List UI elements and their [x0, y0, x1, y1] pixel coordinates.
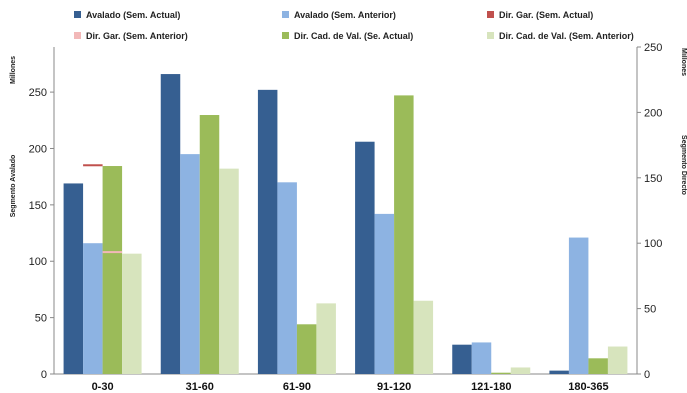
right-tick-label: 0 [644, 369, 650, 381]
bar-avalado-sem-actual-91-120 [355, 141, 375, 374]
bar-avalado-sem-anterior-91-120 [374, 213, 395, 374]
bar-avalado-sem-anterior-180-365 [568, 237, 589, 374]
category-label: 121-180 [471, 381, 511, 393]
left-tick-label: 50 [35, 313, 47, 325]
bar-avalado-sem-actual-121-180 [452, 344, 472, 374]
category-label: 180-365 [568, 381, 608, 393]
legend-swatch [487, 11, 494, 18]
legend-label: Avalado (Sem. Actual) [86, 10, 180, 20]
left-tick-label: 0 [41, 369, 47, 381]
right-axis-title: Segmento Directo [680, 135, 687, 195]
bar-dir-cad-de-val-sem-anterior-61-90 [316, 303, 336, 374]
bar-avalado-sem-actual-31-60 [160, 74, 181, 374]
bar-avalado-sem-actual-180-365 [549, 370, 569, 374]
right-tick-label: 150 [644, 173, 662, 185]
legend-label: Dir. Gar. (Sem. Actual) [499, 10, 593, 20]
category-label: 31-60 [186, 381, 214, 393]
left-tick-label: 250 [29, 87, 47, 99]
left-y-ticks: 0 50 100 150 200 250 [29, 87, 54, 381]
category-label: 91-120 [377, 381, 411, 393]
bar-dir-cad-de-val-sem-anterior-31-60 [219, 168, 239, 374]
bar-dir-cad-de-val-sem-anterior-91-120 [413, 300, 434, 374]
bars [63, 74, 628, 375]
right-tick-label: 200 [644, 107, 662, 119]
category-label: 61-90 [283, 381, 311, 393]
bar-dir-gar-sem-anterior-0-30 [102, 251, 123, 254]
bar-dir-cad-de-val-se-actual-91-120 [394, 95, 414, 375]
right-tick-label: 50 [644, 304, 656, 316]
bar-dir-cad-de-val-se-actual-180-365 [588, 358, 608, 374]
left-axis-unit: Millones [10, 56, 17, 84]
category-labels: 0-30 31-60 61-90 91-120 121-180 180-365 [92, 381, 609, 393]
left-tick-label: 150 [29, 200, 47, 212]
category-label: 0-30 [92, 381, 114, 393]
bar-dir-gar-sem-actual-0-30 [83, 164, 103, 167]
bar-dir-cad-de-val-sem-anterior-180-365 [607, 346, 628, 374]
bar-avalado-sem-anterior-121-180 [471, 342, 492, 374]
legend-label: Dir. Gar. (Sem. Anterior) [86, 31, 188, 41]
bar-dir-cad-de-val-se-actual-0-30 [102, 166, 123, 374]
bar-dir-cad-de-val-se-actual-61-90 [296, 324, 317, 374]
bar-dir-cad-de-val-sem-anterior-121-180 [510, 367, 531, 374]
legend-label: Avalado (Sem. Anterior) [294, 10, 396, 20]
bar-avalado-sem-anterior-61-90 [277, 182, 297, 374]
legend-swatch [74, 11, 81, 18]
legend-swatch [74, 32, 81, 39]
legend-swatch [487, 32, 494, 39]
bar-dir-cad-de-val-se-actual-31-60 [199, 115, 220, 375]
right-tick-label: 250 [644, 42, 662, 54]
bar-dir-cad-de-val-se-actual-121-180 [491, 372, 511, 374]
left-tick-label: 100 [29, 256, 47, 268]
left-tick-label: 200 [29, 143, 47, 155]
left-axis-title: Segmento Avalado [10, 155, 17, 218]
legend-swatch [282, 32, 289, 39]
right-y-ticks: 0 50 100 150 200 250 [637, 42, 662, 381]
bar-avalado-sem-actual-61-90 [257, 89, 278, 375]
legend-swatch [282, 11, 289, 18]
bar-avalado-sem-anterior-31-60 [180, 154, 200, 374]
right-tick-label: 100 [644, 238, 662, 250]
right-axis-unit: Millones [680, 48, 687, 76]
legend: Avalado (Sem. Actual) Avalado (Sem. Anter… [74, 10, 634, 41]
bar-avalado-sem-anterior-0-30 [83, 243, 103, 374]
bar-dir-cad-de-val-sem-anterior-0-30 [122, 253, 142, 374]
legend-label: Dir. Cad. de Val. (Sem. Anterior) [499, 31, 634, 41]
bar-avalado-sem-actual-0-30 [63, 183, 84, 374]
legend-label: Dir. Cad. de Val. (Se. Actual) [294, 31, 413, 41]
